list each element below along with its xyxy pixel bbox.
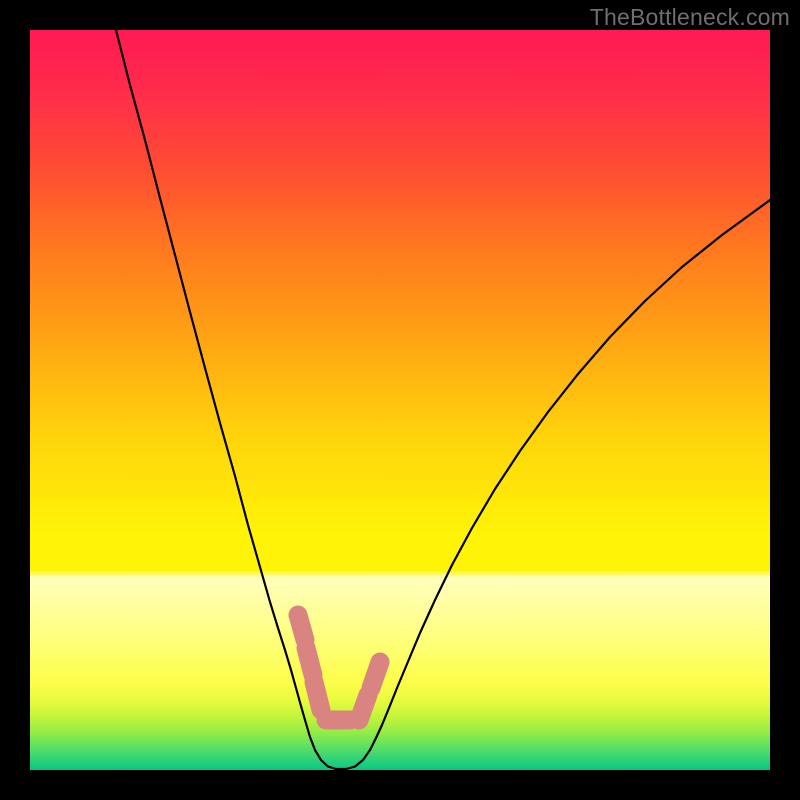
bottleneck-chart xyxy=(30,30,770,770)
chart-container: TheBottleneck.com xyxy=(0,0,800,800)
watermark-label: TheBottleneck.com xyxy=(590,4,790,31)
plot-area xyxy=(30,30,770,770)
gradient-background xyxy=(30,30,770,770)
